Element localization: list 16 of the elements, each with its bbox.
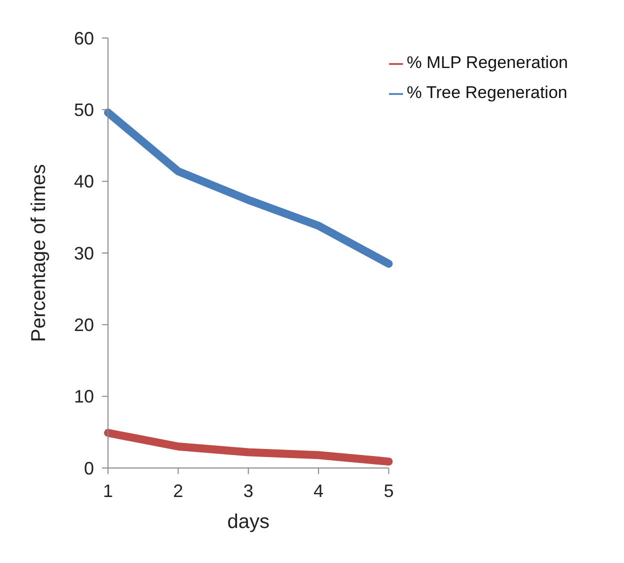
legend-label: % MLP Regeneration xyxy=(406,53,568,72)
y-tick-label: 40 xyxy=(74,172,94,192)
x-tick-label: 1 xyxy=(102,480,114,501)
y-tick-label: 0 xyxy=(84,458,94,478)
x-tick-label: 2 xyxy=(173,480,184,501)
x-tick-label: 5 xyxy=(384,480,394,501)
y-tick-label: 60 xyxy=(74,28,94,48)
y-tick-label: 10 xyxy=(74,386,94,407)
y-tick-label: 50 xyxy=(74,100,94,120)
x-tick-label: 4 xyxy=(314,480,324,501)
y-tick-label: 30 xyxy=(74,243,94,264)
x-axis-title: days xyxy=(227,511,270,533)
y-tick-label: 20 xyxy=(74,315,94,336)
y-axis-title: Percentage of times xyxy=(28,164,50,342)
x-tick-label: 3 xyxy=(243,480,254,501)
legend-label: % Tree Regeneration xyxy=(406,83,568,102)
